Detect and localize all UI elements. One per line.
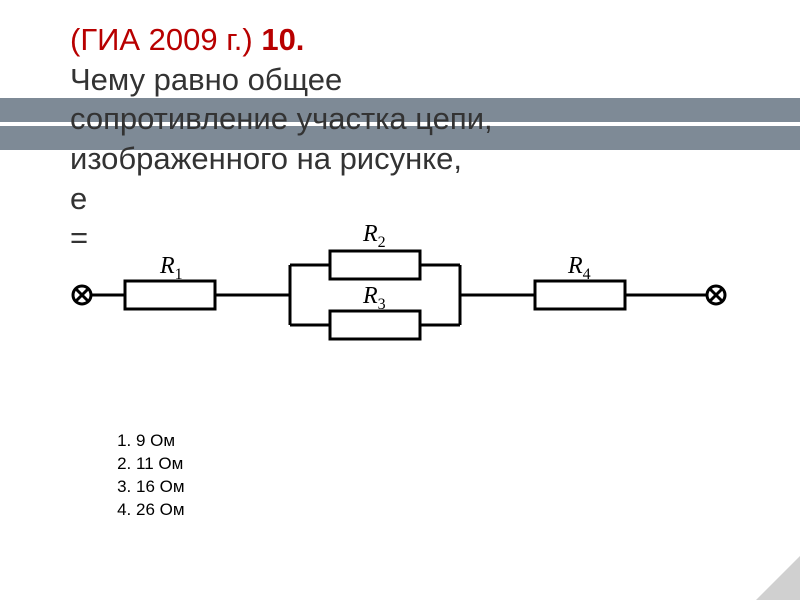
terminal-left-icon [73,286,91,304]
label-r1: R1 [159,253,183,283]
label-r4: R4 [567,253,591,283]
page-corner-icon [756,556,800,600]
answer-option[interactable]: 11 Ом [136,453,185,476]
question-line-1: Чему равно общее [70,62,342,97]
label-r3: R3 [362,283,386,313]
answer-option[interactable]: 9 Ом [136,430,185,453]
resistor-r4 [535,281,625,309]
source-label: (ГИА 2009 г.) [70,22,261,57]
question-line-2: сопротивление участка цепи, [70,101,493,136]
problem-number: 10. [261,22,304,57]
resistor-r1 [125,281,215,309]
question-line-3: изображенного на рисунке, [70,141,462,176]
circuit-diagram: R1 R2 R3 R4 [70,245,730,345]
resistor-r2 [330,251,420,279]
answer-option[interactable]: 26 Ом [136,499,185,522]
slide: (ГИА 2009 г.) 10. Чему равно общее сопро… [0,0,800,600]
problem-heading: (ГИА 2009 г.) 10. Чему равно общее сопро… [70,20,750,258]
terminal-right-icon [707,286,725,304]
answer-option[interactable]: 16 Ом [136,476,185,499]
question-line-4: е [70,181,87,216]
resistor-r3 [330,311,420,339]
answer-list: 9 Ом 11 Ом 16 Ом 26 Ом [110,430,185,522]
